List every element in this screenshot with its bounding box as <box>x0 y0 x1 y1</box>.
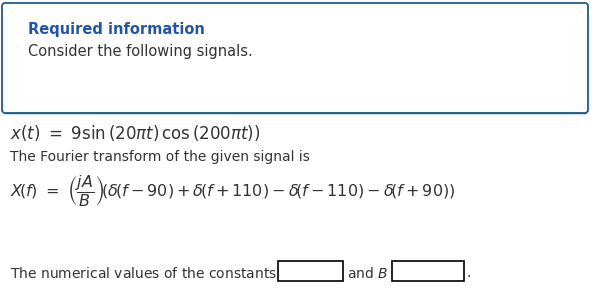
Text: The numerical values of the constants are $A$ =: The numerical values of the constants ar… <box>10 266 333 281</box>
Text: $X\!\left(f\right)\ =\ \left(\dfrac{jA}{B}\right)\!\left(\delta\!\left(f-90\righ: $X\!\left(f\right)\ =\ \left(\dfrac{jA}{… <box>10 173 455 209</box>
Text: Consider the following signals.: Consider the following signals. <box>28 44 253 59</box>
Text: The Fourier transform of the given signal is: The Fourier transform of the given signa… <box>10 150 310 164</box>
Text: $x(t)\ =\ 9\mathrm{sin}\,(20\pi t)\,\mathrm{cos}\,(200\pi t))$: $x(t)\ =\ 9\mathrm{sin}\,(20\pi t)\,\mat… <box>10 123 261 143</box>
Text: Required information: Required information <box>28 22 205 37</box>
Text: and $B$ =: and $B$ = <box>347 266 403 281</box>
Bar <box>392 261 464 281</box>
FancyBboxPatch shape <box>2 3 588 113</box>
Text: .: . <box>466 266 471 280</box>
Bar <box>278 261 343 281</box>
